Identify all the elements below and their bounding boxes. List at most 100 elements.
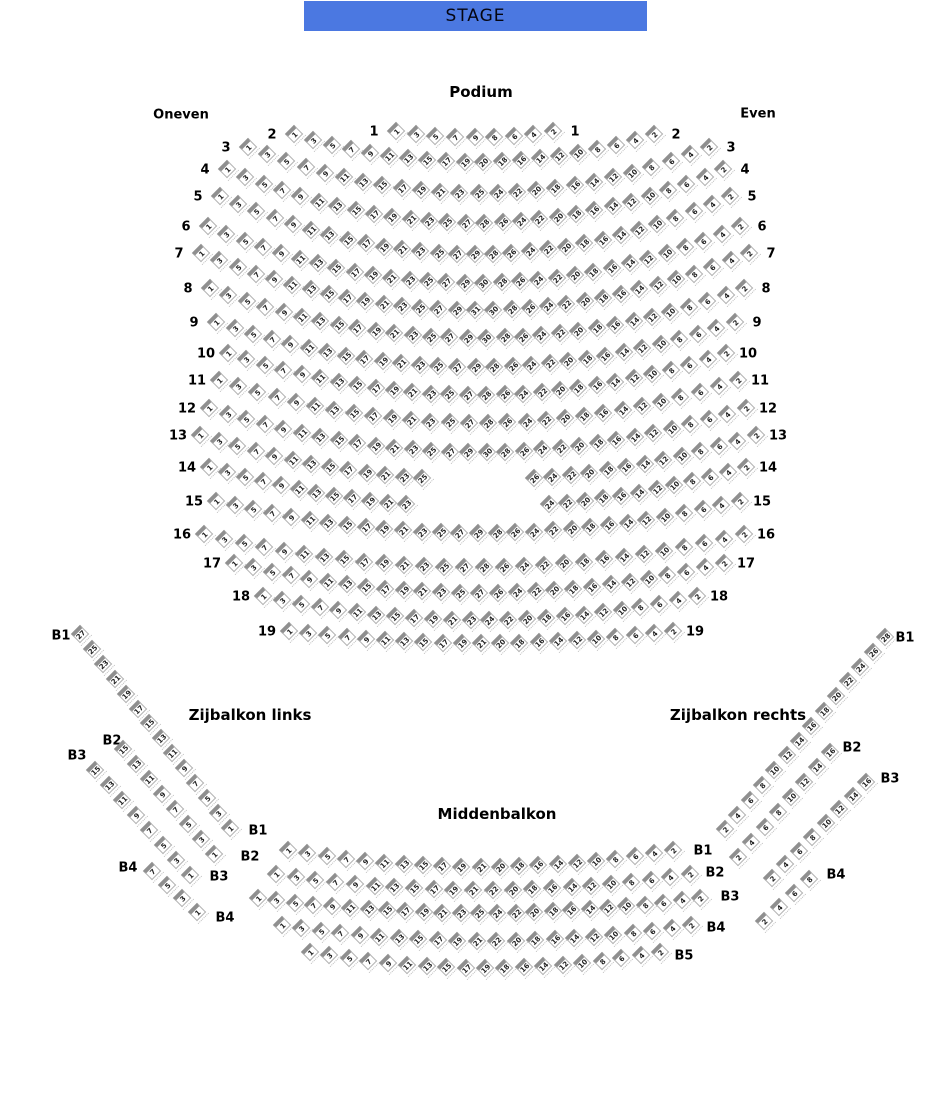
seat[interactable]: 15 [85,760,105,780]
seat[interactable]: 28 [495,328,514,347]
seat[interactable]: 23 [394,467,414,486]
seat[interactable]: 20 [554,554,574,573]
seat[interactable]: 9 [174,758,193,778]
seat[interactable]: 9 [264,446,284,465]
seat[interactable]: 7 [296,157,315,177]
seat[interactable]: 6 [755,817,774,837]
seat[interactable]: 10 [651,392,671,411]
seat[interactable]: 4 [631,946,650,965]
seat[interactable]: 9 [345,874,365,894]
seat[interactable]: 19 [423,609,443,629]
seat[interactable]: 8 [670,330,689,349]
seat[interactable]: 4 [695,558,715,577]
seat[interactable]: 19 [394,580,413,600]
seat[interactable]: 19 [374,237,394,256]
seat[interactable]: 21 [382,268,401,287]
seat[interactable]: 16 [611,284,631,303]
seat[interactable]: 22 [561,465,580,485]
seat[interactable]: 15 [327,258,346,277]
seat[interactable]: 25 [410,298,430,317]
seat[interactable]: 1 [180,865,199,885]
seat[interactable]: 23 [396,494,416,514]
seat[interactable]: 7 [310,597,329,617]
seat[interactable]: 2 [713,159,733,179]
seat[interactable]: 20 [490,857,509,877]
seat[interactable]: 1 [210,186,230,206]
seat[interactable]: 27 [447,357,467,376]
seat[interactable]: 2 [730,491,750,511]
seat[interactable]: 3 [219,285,238,304]
seat[interactable]: 12 [639,249,658,268]
seat[interactable]: 13 [307,483,326,502]
seat[interactable]: 3 [272,590,292,610]
seat[interactable]: 19 [411,180,431,200]
seat[interactable]: 21 [432,903,452,922]
seat[interactable]: 16 [596,346,615,365]
seat[interactable]: 12 [642,307,662,326]
seat[interactable]: 8 [606,849,625,868]
seat[interactable]: 17 [342,489,362,508]
seat[interactable]: 25 [422,441,441,460]
seat[interactable]: 15 [413,856,432,875]
seat[interactable]: 23 [419,211,439,231]
seat[interactable]: 1 [238,137,258,157]
seat[interactable]: 25 [469,903,489,923]
seat[interactable]: 15 [346,201,365,220]
seat[interactable]: 7 [253,472,272,491]
seat[interactable]: 2 [720,186,740,206]
seat[interactable]: 9 [355,851,375,871]
seat[interactable]: 7 [337,627,356,647]
seat[interactable]: 19 [384,381,404,400]
seat[interactable]: 24 [514,556,534,576]
seat[interactable]: 13 [359,900,378,919]
seat[interactable]: 12 [553,955,572,975]
seat[interactable]: 3 [218,404,237,424]
seat[interactable]: 14 [624,311,643,331]
seat[interactable]: 8 [674,537,694,557]
seat[interactable]: 1 [386,121,406,141]
seat[interactable]: 5 [235,231,254,250]
seat[interactable]: 9 [286,392,306,411]
seat[interactable]: 11 [340,898,360,918]
seat[interactable]: 2 [714,553,734,573]
seat[interactable]: 15 [329,315,349,334]
seat[interactable]: 19 [374,554,394,573]
seat[interactable]: 19 [357,463,376,482]
seat[interactable]: 7 [262,330,281,349]
seat[interactable]: 13 [314,547,334,567]
seat[interactable]: 16 [617,457,636,477]
seat[interactable]: 16 [594,550,614,569]
seat[interactable]: 22 [499,610,518,629]
seat[interactable]: 22 [530,210,549,229]
seat[interactable]: 3 [237,349,256,369]
seat[interactable]: 21 [403,382,422,402]
seat[interactable]: 23 [451,903,470,923]
seat[interactable]: 22 [536,410,555,430]
seat[interactable]: 14 [603,197,622,216]
seat[interactable]: 3 [406,124,425,143]
seat[interactable]: 29 [447,300,466,319]
seat[interactable]: 11 [348,603,367,622]
seat[interactable]: 19 [452,633,471,653]
seat[interactable]: 1 [199,457,219,477]
seat[interactable]: 22 [543,521,563,540]
seat[interactable]: 23 [403,440,422,459]
seat[interactable]: 19 [383,207,402,227]
seat[interactable]: 7 [256,297,275,316]
seat[interactable]: 28 [502,299,521,319]
seat[interactable]: 18 [814,701,833,721]
seat[interactable]: 20 [545,580,564,600]
seat[interactable]: 5 [262,562,281,581]
seat[interactable]: 5 [255,355,275,374]
seat[interactable]: 15 [414,632,433,652]
seat[interactable]: 9 [329,600,348,619]
seat[interactable]: 11 [375,630,395,650]
seat[interactable]: 23 [421,384,441,403]
seat[interactable]: 17 [348,318,367,338]
seat[interactable]: 8 [691,441,710,461]
seat[interactable]: 11 [309,192,329,211]
seat[interactable]: 30 [477,442,496,462]
seat[interactable]: 11 [139,769,159,789]
seat[interactable]: 9 [315,163,335,182]
seat[interactable]: 1 [217,159,237,179]
